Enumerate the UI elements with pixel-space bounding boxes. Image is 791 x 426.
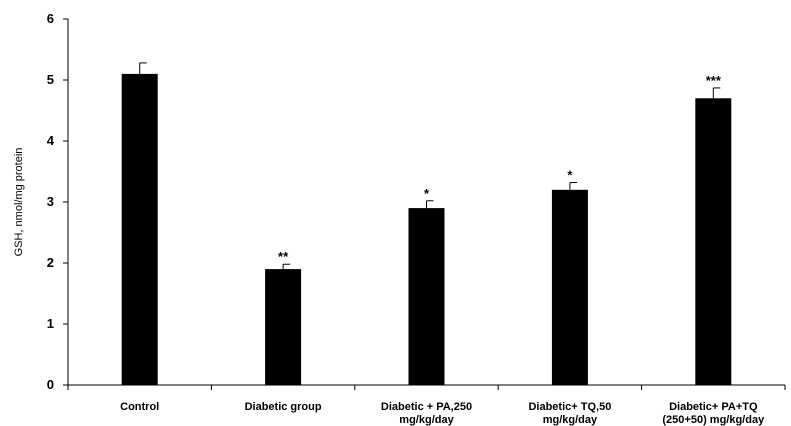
x-category-label: Diabetic+ TQ,50 mg/kg/day xyxy=(528,401,611,426)
significance-marker: * xyxy=(424,186,430,201)
y-tick-label: 2 xyxy=(47,255,54,270)
x-category-label: Diabetic + PA,250 mg/kg/day xyxy=(381,401,472,426)
x-category-label: Control xyxy=(120,401,159,413)
bar xyxy=(265,269,302,385)
bar xyxy=(551,189,588,385)
significance-marker: * xyxy=(567,167,573,182)
x-axis-category-labels: Control Diabetic group Diabetic + PA,250 mg… xyxy=(120,401,765,426)
y-tick-label: 6 xyxy=(47,11,54,26)
error-bars xyxy=(139,62,721,270)
y-axis-ticks: 0 1 2 3 4 5 6 xyxy=(47,11,68,392)
bar xyxy=(121,73,158,386)
bar xyxy=(408,208,445,385)
error-bar xyxy=(569,181,577,190)
bar xyxy=(695,98,732,386)
y-tick-label: 5 xyxy=(47,72,54,87)
error-bar xyxy=(139,62,147,74)
bar-series xyxy=(121,73,732,386)
significance-marker: ** xyxy=(278,249,289,264)
error-bar xyxy=(712,87,721,99)
error-bar xyxy=(426,200,434,209)
y-tick-label: 0 xyxy=(47,377,54,392)
significance-marker: *** xyxy=(706,73,722,88)
y-axis-label: GSH, nmol/mg protein xyxy=(13,148,25,257)
error-bar xyxy=(282,263,291,270)
y-tick-label: 4 xyxy=(47,133,55,148)
x-category-label: Diabetic group xyxy=(245,401,322,413)
x-axis-ticks xyxy=(67,385,786,390)
significance-annotations: ******* xyxy=(278,73,722,264)
y-tick-label: 1 xyxy=(47,316,54,331)
y-tick-label: 3 xyxy=(47,194,54,209)
x-category-label: Diabetic+ PA+TQ (250+50) mg/kg/day xyxy=(662,401,765,426)
